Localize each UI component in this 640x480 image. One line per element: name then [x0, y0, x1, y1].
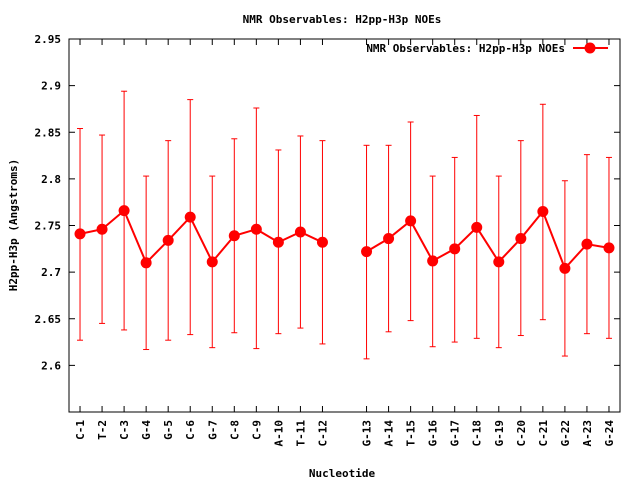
data-point: [361, 246, 373, 258]
series-lines: [79, 208, 610, 271]
x-tick-label: C-8: [228, 420, 241, 440]
legend-label: NMR Observables: H2pp-H3p NOEs: [366, 42, 565, 55]
plot-frame: [68, 38, 621, 413]
y-tick-label: 2.95: [35, 33, 62, 46]
x-tick-label: A-23: [581, 420, 594, 447]
series-line: [366, 209, 610, 271]
legend: NMR Observables: H2pp-H3p NOEs: [366, 42, 608, 55]
data-point: [515, 233, 527, 245]
data-point: [559, 262, 571, 274]
y-tick-label: 2.85: [35, 126, 62, 139]
data-point: [471, 221, 483, 233]
x-tick-label: G-7: [206, 420, 219, 440]
y-axis-label: H2pp-H3p (Angstroms): [7, 159, 20, 291]
data-point: [206, 256, 218, 268]
data-points: [74, 205, 615, 274]
x-tick-label: G-17: [449, 420, 462, 447]
x-tick-label: T-2: [96, 420, 109, 440]
data-point: [162, 234, 174, 246]
data-point: [140, 257, 152, 269]
data-point: [581, 238, 593, 250]
x-tick-label: T-11: [294, 420, 307, 447]
x-axis: C-1 T-2 C-3 G-4 G-5 C-6 G-7 C-8 C-9 A-10 T-11 C-12 G…: [74, 39, 616, 447]
x-tick-label: T-15: [405, 420, 418, 447]
x-tick-label: G-22: [559, 420, 572, 447]
y-axis: 2.6 2.65 2.7 2.75 2.8 2.85 2.9 2.95: [35, 33, 620, 372]
chart-title: NMR Observables: H2pp-H3p NOEs: [243, 13, 442, 26]
x-tick-label: G-4: [140, 420, 153, 440]
data-point: [493, 256, 505, 268]
x-tick-label: C-12: [316, 420, 329, 447]
y-tick-label: 2.9: [41, 80, 61, 93]
x-tick-label: C-20: [515, 420, 528, 447]
x-tick-label: C-9: [250, 420, 263, 440]
data-point: [228, 230, 240, 242]
x-tick-label: G-19: [493, 420, 506, 447]
x-tick-label: C-6: [184, 420, 197, 440]
x-tick-label: G-13: [361, 420, 374, 447]
x-tick-label: G-24: [603, 420, 616, 447]
data-point: [383, 233, 395, 245]
x-tick-label: G-5: [162, 420, 175, 440]
data-point: [449, 243, 461, 255]
y-tick-label: 2.7: [41, 266, 61, 279]
data-point: [250, 223, 262, 235]
data-point: [603, 242, 615, 254]
data-point: [294, 226, 306, 238]
data-point: [537, 206, 549, 218]
data-point: [96, 223, 108, 235]
y-tick-label: 2.65: [35, 313, 62, 326]
data-point: [272, 236, 284, 248]
x-tick-label: G-16: [427, 420, 440, 447]
x-tick-label: C-3: [118, 420, 131, 440]
x-tick-label: C-1: [74, 420, 87, 440]
data-point: [316, 236, 328, 248]
data-point: [427, 255, 439, 267]
y-tick-label: 2.8: [41, 173, 61, 186]
data-point: [184, 211, 196, 223]
data-point: [405, 215, 417, 227]
data-point: [118, 205, 130, 217]
x-tick-label: A-14: [383, 420, 396, 447]
series-line: [79, 208, 323, 265]
data-point: [74, 228, 86, 240]
x-tick-label: C-18: [471, 420, 484, 447]
y-tick-label: 2.75: [35, 220, 62, 233]
x-tick-label: A-10: [272, 420, 285, 447]
y-tick-label: 2.6: [41, 359, 61, 372]
x-axis-label: Nucleotide: [309, 467, 376, 480]
x-tick-label: C-21: [537, 420, 550, 447]
legend-marker: [584, 42, 596, 54]
